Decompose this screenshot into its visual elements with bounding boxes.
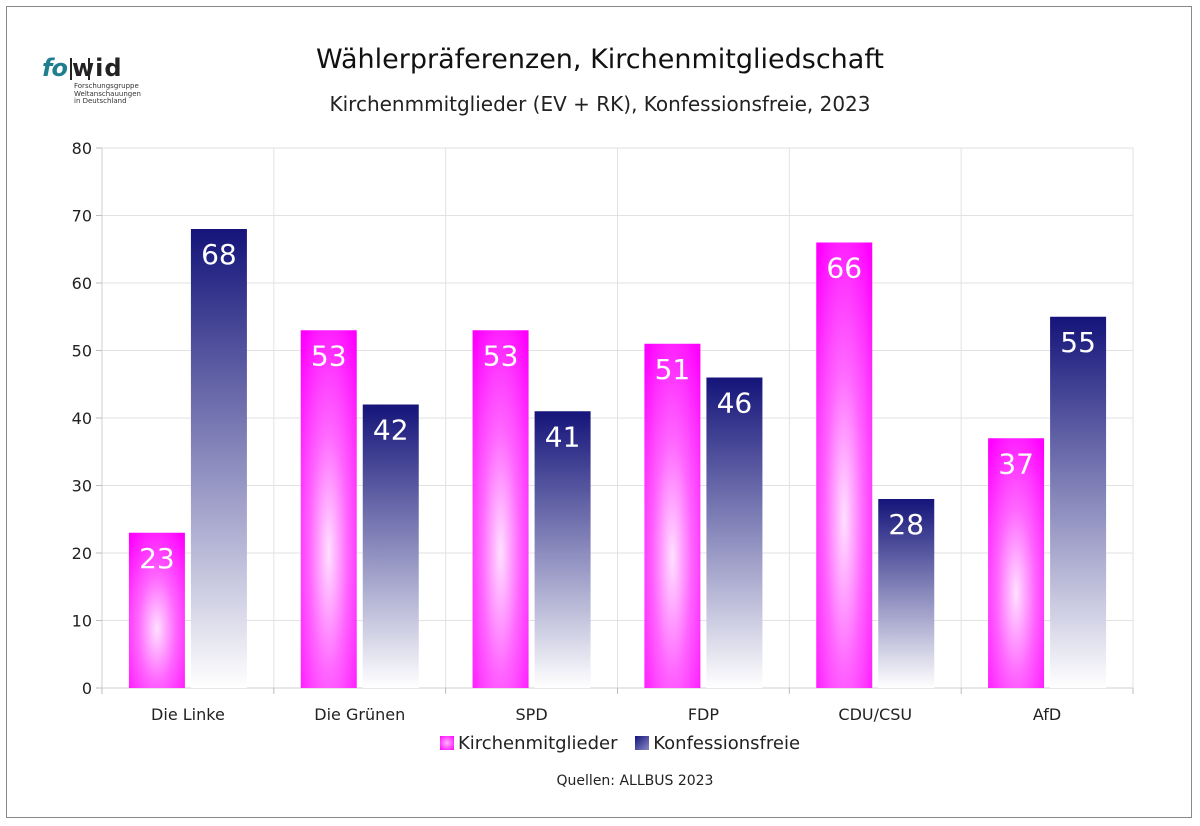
x-axis-ticks: Die Linke Die Grünen SPD FDP CDU/CSU AfD <box>101 688 1134 724</box>
data-label-konfessionsfreie-afd: 55 <box>1060 326 1096 359</box>
source-note: Quellen: ALLBUS 2023 <box>556 773 714 789</box>
x-tick-label-fdp: FDP <box>688 705 720 724</box>
legend: Kirchenmitglieder Konfessionsfreie <box>0 733 1200 754</box>
data-label-konfessionsfreie-cdu-csu: 28 <box>888 508 924 541</box>
y-tick-label-40: 40 <box>72 409 92 428</box>
y-tick-label-80: 80 <box>72 139 92 158</box>
bar-konfessionsfreie-die-linke <box>190 229 247 688</box>
x-tick-label-die-gr-nen: Die Grünen <box>314 705 405 724</box>
bar-konfessionsfreie-spd <box>534 411 591 688</box>
y-tick-label-0: 0 <box>82 679 92 698</box>
y-tick-label-10: 10 <box>72 612 92 631</box>
data-label-konfessionsfreie-die-linke: 68 <box>201 238 237 271</box>
logo-divider-right <box>88 58 90 80</box>
y-tick-label-70: 70 <box>72 207 92 226</box>
data-label-kirchenmitglieder-cdu-csu: 66 <box>826 252 862 285</box>
x-tick-label-die-linke: Die Linke <box>151 705 225 724</box>
logo-tagline-1: Forschungsgruppe <box>74 82 139 90</box>
legend-label-konfessionsfreie: Konfessionsfreie <box>653 733 801 754</box>
data-label-kirchenmitglieder-spd: 53 <box>483 339 519 372</box>
bar-konfessionsfreie-fdp <box>706 377 763 688</box>
data-label-konfessionsfreie-spd: 41 <box>545 420 581 453</box>
logo-tagline-3: in Deutschland <box>74 97 127 105</box>
logo-fo: fo <box>42 54 68 82</box>
data-label-kirchenmitglieder-die-gr-nen: 53 <box>311 339 347 372</box>
x-tick-label-afd: AfD <box>1033 705 1061 724</box>
legend-swatch-pink <box>439 736 454 750</box>
bar-kirchenmitglieder-fdp <box>644 343 701 688</box>
logo-tagline: Forschungsgruppe Weltanschauungen in Deu… <box>74 82 164 106</box>
bar-konfessionsfreie-afd <box>1050 316 1107 688</box>
data-label-konfessionsfreie-fdp: 46 <box>717 387 753 420</box>
logo-divider-left <box>70 58 72 80</box>
legend-item-konfessionsfreie: Konfessionsfreie <box>635 733 800 754</box>
bar-konfessionsfreie-cdu-csu <box>878 499 935 688</box>
bar-konfessionsfreie-die-gr-nen <box>362 404 419 688</box>
y-axis-ticks: 0 10 20 30 40 50 60 70 80 <box>72 139 102 698</box>
legend-item-kirchenmitglieder: Kirchenmitglieder <box>439 733 618 754</box>
chart-title: Wählerpräferenzen, Kirchenmitgliedschaft <box>316 44 884 75</box>
data-label-kirchenmitglieder-fdp: 51 <box>655 353 691 386</box>
chart-subtitle: Kirchenmmitglieder (EV + RK), Konfession… <box>329 92 871 116</box>
x-tick-label-cdu-csu: CDU/CSU <box>838 705 912 724</box>
x-tick-label-spd: SPD <box>516 705 548 724</box>
data-label-konfessionsfreie-die-gr-nen: 42 <box>373 414 409 447</box>
bar-kirchenmitglieder-die-linke <box>128 532 185 688</box>
grid-lines <box>101 147 1134 689</box>
logo-tagline-2: Weltanschauungen <box>74 89 141 98</box>
legend-label-kirchenmitglieder: Kirchenmitglieder <box>457 733 618 754</box>
y-tick-label-20: 20 <box>72 544 92 563</box>
bar-kirchenmitglieder-afd <box>988 438 1045 688</box>
bar-kirchenmitglieder-spd <box>472 330 529 688</box>
logo-wid: wid <box>72 54 123 82</box>
fowid-logo: fo wid Forschungsgruppe Weltanschauungen… <box>42 54 162 114</box>
bar-kirchenmitglieder-die-gr-nen <box>300 330 357 688</box>
y-tick-label-30: 30 <box>72 477 92 496</box>
data-label-kirchenmitglieder-afd: 37 <box>998 447 1034 480</box>
bars: 23 68 53 42 53 41 51 46 66 28 37 55 <box>128 229 1107 688</box>
data-label-kirchenmitglieder-die-linke: 23 <box>139 542 175 575</box>
legend-swatch-navy <box>635 736 650 750</box>
y-tick-label-50: 50 <box>72 342 92 361</box>
bar-kirchenmitglieder-cdu-csu <box>816 242 873 688</box>
y-tick-label-60: 60 <box>72 274 92 293</box>
